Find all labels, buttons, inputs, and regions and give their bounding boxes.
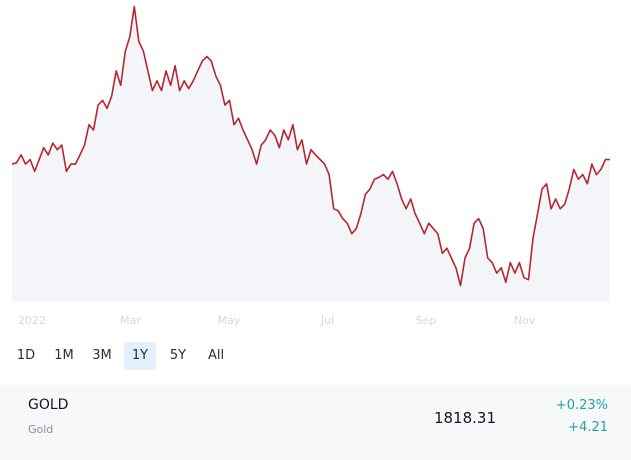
range-button[interactable]: 1Y [124, 342, 156, 370]
range-button[interactable]: 1M [54, 348, 74, 363]
symbol-name: Gold [28, 423, 54, 436]
change-percent: +0.23% [555, 398, 608, 413]
x-axis-label: 2022 [18, 314, 46, 327]
x-axis-label: Jul [320, 314, 334, 327]
range-button[interactable]: All [207, 348, 225, 363]
x-axis-label: Mar [120, 314, 141, 327]
change: +4.21 [568, 420, 608, 435]
symbol-panel: GOLD Gold 1818.31 +0.23% +4.21 [0, 385, 631, 460]
range-button[interactable]: 1D [16, 348, 36, 363]
ticker: GOLD [28, 397, 69, 413]
x-axis-label: May [218, 314, 241, 327]
price: 1818.31 [433, 409, 496, 427]
x-axis-label: Nov [514, 314, 536, 327]
chart: 2022 Mar May Jul Sep Nov [11, 5, 610, 327]
price-line [11, 5, 610, 287]
x-axis-label: Sep [416, 314, 437, 327]
range-button[interactable]: 5Y [169, 348, 187, 363]
area-fill [12, 6, 610, 302]
range-button[interactable]: 3M [92, 348, 112, 363]
range-buttons: 1D 1M 3M 1Y 5Y All [10, 342, 232, 370]
